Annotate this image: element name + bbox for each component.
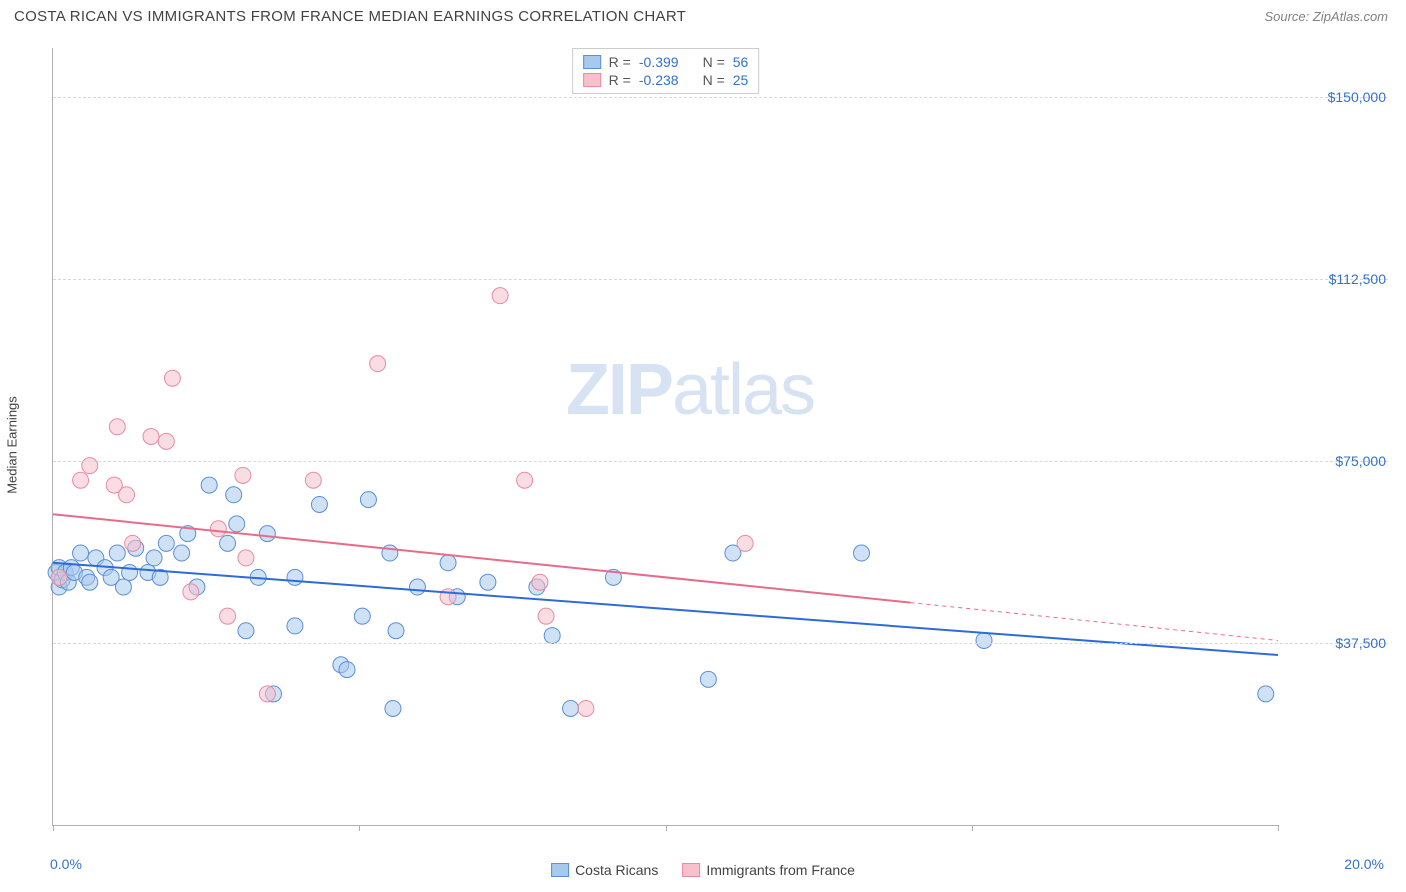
data-point [109, 419, 125, 435]
legend-item: Costa Ricans [551, 862, 658, 878]
data-point [287, 618, 303, 634]
x-tick [666, 825, 667, 831]
x-tick-label-min: 0.0% [50, 856, 82, 872]
data-point [174, 545, 190, 561]
data-point [122, 564, 138, 580]
data-point [385, 700, 401, 716]
legend-label: Costa Ricans [575, 862, 658, 878]
data-point [480, 574, 496, 590]
plot-area: ZIPatlas R =-0.399N =56R =-0.238N =25 $3… [52, 48, 1278, 826]
data-point [854, 545, 870, 561]
y-axis-label: Median Earnings [5, 396, 20, 494]
stat-n-value: 56 [733, 54, 749, 70]
data-point [119, 487, 135, 503]
data-point [73, 472, 89, 488]
bottom-legend: Costa Ricans Immigrants from France [551, 862, 855, 878]
x-tick [53, 825, 54, 831]
data-point [226, 487, 242, 503]
data-point [82, 574, 98, 590]
data-point [259, 526, 275, 542]
data-point [143, 429, 159, 445]
data-point [201, 477, 217, 493]
data-point [158, 433, 174, 449]
series-swatch [583, 55, 601, 69]
y-tick-label: $75,000 [1286, 453, 1386, 469]
source-label: Source: ZipAtlas.com [1264, 9, 1388, 24]
chart-container: Median Earnings ZIPatlas R =-0.399N =56R… [40, 48, 1388, 842]
legend-swatch [682, 863, 700, 877]
data-point [976, 632, 992, 648]
stats-legend-box: R = -0.399 N = 56 R = -0.238 N = 25 [572, 48, 760, 94]
data-point [563, 700, 579, 716]
y-tick-label: $112,500 [1286, 271, 1386, 287]
data-point [339, 662, 355, 678]
gridline [53, 97, 1388, 98]
data-point [235, 467, 251, 483]
data-point [388, 623, 404, 639]
data-point [737, 535, 753, 551]
data-point [538, 608, 554, 624]
data-point [210, 521, 226, 537]
stat-n-value: 25 [733, 72, 749, 88]
stats-row: R = -0.399 N = 56 [583, 53, 749, 71]
chart-title: COSTA RICAN VS IMMIGRANTS FROM FRANCE ME… [14, 8, 686, 25]
data-point [158, 535, 174, 551]
stat-r-label: R = [609, 72, 631, 88]
stats-row: R = -0.238 N = 25 [583, 71, 749, 89]
data-point [440, 555, 456, 571]
stat-r-label: R = [609, 54, 631, 70]
stat-n-label: N = [703, 54, 725, 70]
data-point [220, 535, 236, 551]
data-point [115, 579, 131, 595]
scatter-svg [53, 48, 1278, 825]
series-swatch [583, 73, 601, 87]
data-point [109, 545, 125, 561]
data-point [360, 492, 376, 508]
data-point [73, 545, 89, 561]
data-point [311, 496, 327, 512]
data-point [492, 288, 508, 304]
data-point [700, 671, 716, 687]
data-point [305, 472, 321, 488]
gridline [53, 643, 1388, 644]
y-tick-label: $37,500 [1286, 635, 1386, 651]
stat-r-value: -0.399 [639, 54, 679, 70]
x-tick [972, 825, 973, 831]
data-point [517, 472, 533, 488]
data-point [238, 550, 254, 566]
legend-swatch [551, 863, 569, 877]
x-tick-label-max: 20.0% [1344, 856, 1384, 872]
y-tick-label: $150,000 [1286, 89, 1386, 105]
data-point [409, 579, 425, 595]
data-point [1258, 686, 1274, 702]
x-tick [359, 825, 360, 831]
gridline [53, 461, 1388, 462]
legend-label: Immigrants from France [706, 862, 855, 878]
chart-header: COSTA RICAN VS IMMIGRANTS FROM FRANCE ME… [0, 0, 1406, 29]
stat-n-label: N = [703, 72, 725, 88]
data-point [287, 569, 303, 585]
x-tick [1278, 825, 1279, 831]
data-point [220, 608, 236, 624]
regression-line-extrapolated [911, 603, 1279, 641]
data-point [370, 356, 386, 372]
data-point [51, 569, 67, 585]
stat-r-value: -0.238 [639, 72, 679, 88]
gridline [53, 279, 1388, 280]
data-point [354, 608, 370, 624]
legend-item: Immigrants from France [682, 862, 855, 878]
data-point [183, 584, 199, 600]
data-point [229, 516, 245, 532]
data-point [259, 686, 275, 702]
data-point [146, 550, 162, 566]
data-point [125, 535, 141, 551]
data-point [532, 574, 548, 590]
data-point [544, 628, 560, 644]
data-point [164, 370, 180, 386]
data-point [578, 700, 594, 716]
data-point [238, 623, 254, 639]
